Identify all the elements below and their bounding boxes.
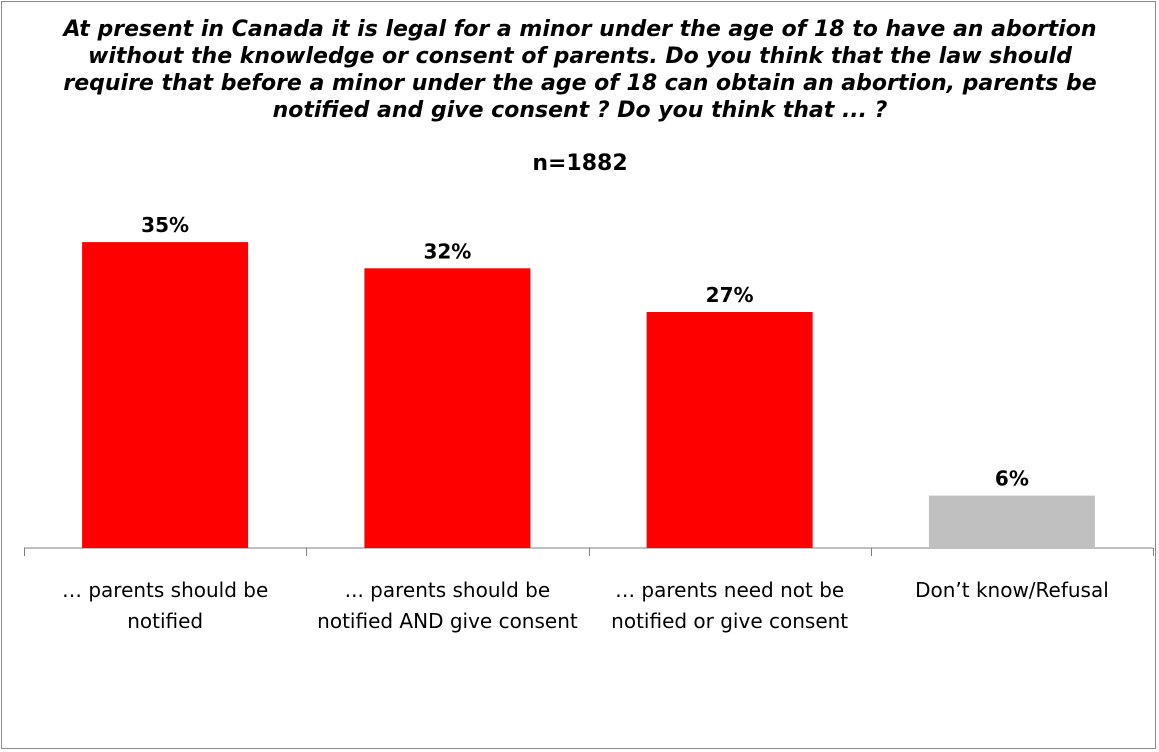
bar-2 bbox=[364, 268, 531, 548]
data-label-2: 32% bbox=[423, 239, 471, 263]
category-label-3: … parents need not be notified or give c… bbox=[611, 578, 849, 633]
category-label-2: ... parents should be notified AND give … bbox=[317, 578, 578, 633]
data-label-3: 27% bbox=[706, 283, 754, 307]
data-label-1: 35% bbox=[141, 213, 189, 237]
chart-subtitle: n=1882 bbox=[532, 151, 628, 176]
chart-title: At present in Canada it is legal for a m… bbox=[63, 17, 1097, 123]
category-label-1: … parents should be notified bbox=[61, 578, 269, 633]
data-label-4: 6% bbox=[995, 467, 1029, 491]
bar-1 bbox=[82, 242, 249, 548]
category-label-4: Don’t know/Refusal bbox=[915, 578, 1109, 602]
bar-4 bbox=[928, 495, 1095, 548]
bar-3 bbox=[646, 312, 813, 548]
